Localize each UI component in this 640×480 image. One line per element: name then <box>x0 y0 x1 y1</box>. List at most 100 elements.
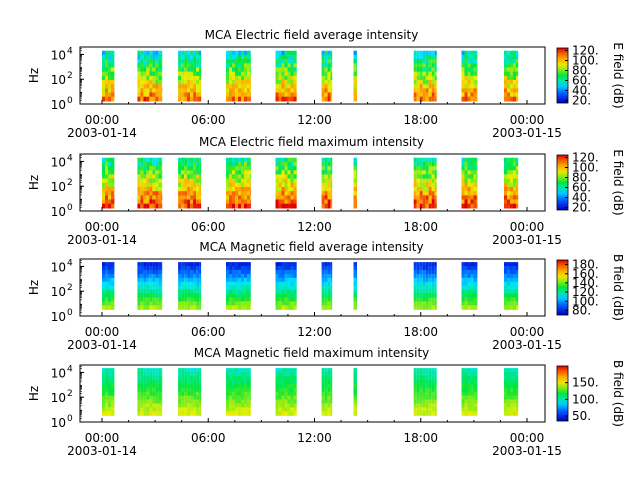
spectrogram-cell <box>425 166 429 171</box>
spectrogram-cell <box>232 161 235 167</box>
spectrogram-cell <box>108 372 111 377</box>
spectrogram-cell <box>513 407 516 412</box>
spectrogram-cell <box>275 174 279 180</box>
spectrogram-cell <box>161 54 163 60</box>
spectrogram-cell <box>416 403 420 408</box>
spectrogram-cell <box>235 269 238 275</box>
spectrogram-cell <box>146 92 150 98</box>
spectrogram-cell <box>140 266 144 271</box>
spectrogram-cell <box>244 297 247 302</box>
spectrogram-cell <box>413 411 417 416</box>
spectrogram-cell <box>284 277 288 283</box>
spectrogram-cell <box>287 297 291 302</box>
spectrogram-cell <box>152 63 156 69</box>
spectrogram-cell <box>504 301 507 306</box>
spectrogram-cell <box>293 195 297 201</box>
spectrogram-cell <box>143 387 147 393</box>
spectrogram-cell <box>281 395 285 401</box>
spectrogram-cell <box>235 383 238 389</box>
spectrogram-cell <box>504 293 507 298</box>
spectrogram-cell <box>473 178 477 184</box>
spectrogram-cell <box>108 285 111 291</box>
spectrogram-cell <box>232 273 235 279</box>
spectrogram-cell <box>241 281 244 287</box>
spectrogram-cell <box>504 161 507 167</box>
spectrogram-cell <box>321 403 325 408</box>
spectrogram-cell <box>476 372 478 377</box>
spectrogram-cell <box>290 92 294 98</box>
spectrogram-cell <box>516 166 519 171</box>
spectrogram-cell <box>290 395 294 401</box>
spectrogram-cell <box>105 293 108 298</box>
spectrogram-cell <box>108 301 111 306</box>
spectrogram-cell <box>513 157 516 163</box>
spectrogram-cell <box>425 174 429 180</box>
spectrogram-cell <box>422 157 426 163</box>
spectrogram-cell <box>461 174 465 180</box>
spectrogram-cell <box>504 71 507 77</box>
spectrogram-cell <box>287 403 291 408</box>
spectrogram-cell <box>416 273 420 279</box>
spectrogram-cell <box>428 157 432 163</box>
spectrogram-cell <box>190 411 194 416</box>
spectrogram-cell <box>187 387 191 393</box>
spectrogram-cell <box>193 387 197 393</box>
spectrogram-cell <box>275 50 279 56</box>
spectrogram-cell <box>247 273 250 279</box>
spectrogram-cell <box>507 305 510 310</box>
spectrogram-cell <box>356 187 357 192</box>
spectrogram-cell <box>324 161 328 167</box>
spectrogram-cell <box>238 395 241 401</box>
spectrogram-cell <box>140 92 144 98</box>
spectrogram-cell <box>473 59 477 64</box>
spectrogram-cell <box>473 297 477 302</box>
spectrogram-cell <box>290 199 294 205</box>
spectrogram-cell <box>196 301 200 306</box>
spectrogram-cell <box>108 157 111 163</box>
spectrogram-cell <box>229 195 232 201</box>
spectrogram-cell <box>287 383 291 389</box>
spectrogram-cell <box>510 50 513 56</box>
spectrogram-cell <box>516 59 519 64</box>
spectrogram-cell <box>356 375 357 381</box>
spectrogram-cell <box>229 262 232 267</box>
spectrogram-cell <box>105 67 108 73</box>
spectrogram-cell <box>143 88 147 94</box>
spectrogram-cell <box>241 63 244 69</box>
spectrogram-cell <box>181 281 185 287</box>
spectrogram-cell <box>473 199 477 205</box>
spectrogram-cell <box>226 368 229 373</box>
spectrogram-cell <box>281 63 285 69</box>
spectrogram-cell <box>510 368 513 373</box>
spectrogram-cell <box>473 67 477 73</box>
spectrogram-cell <box>190 195 194 201</box>
spectrogram-cell <box>356 391 357 397</box>
spectrogram-cell <box>196 178 200 184</box>
y-axis-label: Hz <box>27 280 41 295</box>
spectrogram-cell <box>178 391 182 397</box>
spectrogram-cell <box>321 372 325 377</box>
spectrogram-cell <box>413 84 417 89</box>
spectrogram-cell <box>419 59 423 64</box>
spectrogram-cell <box>428 71 432 77</box>
spectrogram-cell <box>238 387 241 393</box>
spectrogram-cell <box>278 59 282 64</box>
spectrogram-cell <box>476 269 478 275</box>
spectrogram-cell <box>137 195 141 201</box>
spectrogram-cell <box>416 166 420 171</box>
spectrogram-cell <box>250 395 251 401</box>
spectrogram-cell <box>428 166 432 171</box>
spectrogram-cell <box>199 368 202 373</box>
spectrogram-cell <box>293 174 297 180</box>
spectrogram-cell <box>321 178 325 184</box>
spectrogram-cell <box>476 399 478 404</box>
spectrogram-cell <box>232 187 235 192</box>
spectrogram-cell <box>330 395 333 401</box>
spectrogram-cell <box>235 399 238 404</box>
spectrogram-cell <box>507 399 510 404</box>
spectrogram-cell <box>105 84 108 89</box>
spectrogram-cell <box>184 277 188 283</box>
spectrogram-cell <box>193 71 197 77</box>
spectrogram-cell <box>428 297 432 302</box>
spectrogram-cell <box>413 187 417 192</box>
